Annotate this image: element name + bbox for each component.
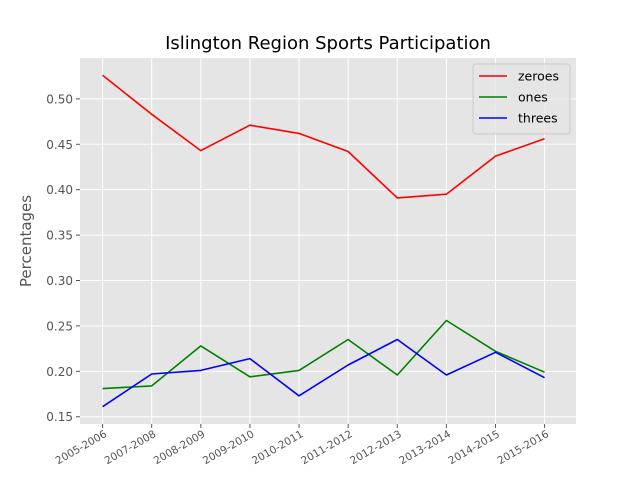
series-lines — [102, 74, 545, 408]
x-tick-label: 2007-2008 — [103, 428, 159, 467]
x-tick-label: 2005-2006 — [54, 428, 110, 467]
y-tick-label: 0.50 — [46, 92, 73, 106]
legend: zeroes ones threes — [472, 63, 571, 135]
y-tick-label: 0.35 — [46, 229, 73, 243]
y-tick-label: 0.45 — [46, 138, 73, 152]
x-tick-label: 2011-2012 — [299, 428, 355, 467]
y-tick-label: 0.40 — [46, 183, 73, 197]
x-tick-label: 2015-2016 — [496, 428, 552, 467]
x-tick-label: 2009-2010 — [201, 428, 257, 467]
series-line-threes — [102, 338, 545, 408]
x-tick-label: 2014-2015 — [446, 428, 502, 467]
series-line-ones — [102, 319, 545, 390]
x-tick-label: 2008-2009 — [152, 428, 208, 467]
y-tick-label: 0.30 — [46, 274, 73, 288]
legend-label-threes: threes — [518, 111, 558, 126]
y-tick-label: 0.20 — [46, 365, 73, 379]
y-axis-label: Percentages — [17, 195, 35, 287]
legend-label-ones: ones — [518, 90, 548, 105]
gridlines — [80, 58, 576, 424]
series-line-zeroes — [102, 74, 545, 199]
y-tick-label: 0.25 — [46, 319, 73, 333]
chart-title: Islington Region Sports Participation — [165, 33, 491, 54]
legend-label-zeroes: zeroes — [518, 69, 559, 84]
x-tick-label: 2010-2011 — [250, 428, 306, 467]
x-tick-label: 2012-2013 — [348, 428, 404, 467]
x-tick-label: 2013-2014 — [397, 428, 453, 467]
y-tick-label: 0.15 — [46, 410, 73, 424]
legend-box — [472, 63, 571, 135]
